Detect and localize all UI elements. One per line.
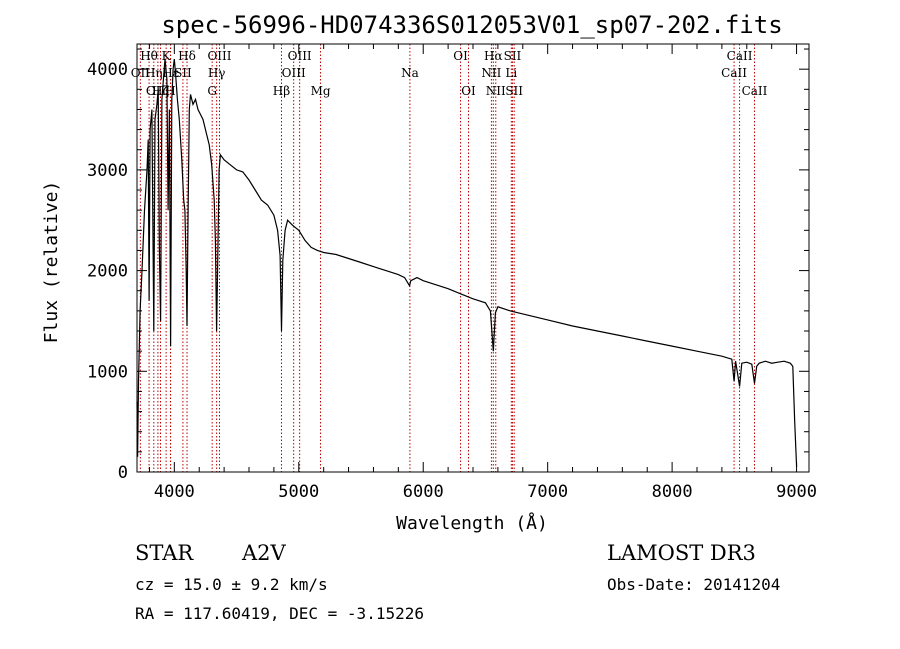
marker-label-7: SII — [504, 49, 522, 63]
marker-label-10: Hη — [145, 66, 163, 80]
marker-label-5: OI — [453, 49, 468, 63]
object-subclass: A2V — [241, 541, 287, 565]
marker-label-8: CaII — [727, 49, 753, 63]
marker-label-21: H — [165, 84, 175, 98]
plot-frame — [136, 43, 810, 473]
y-tick-label-1: 1000 — [87, 362, 128, 382]
x-axis-label: Wavelength (Å) — [396, 512, 548, 534]
x-tick-label-5: 9000 — [776, 482, 817, 502]
marker-label-25: OI — [461, 84, 476, 98]
marker-label-2: Hδ — [178, 49, 196, 63]
x-tick-label-3: 7000 — [527, 482, 568, 502]
marker-label-0: Hθ — [140, 49, 158, 63]
chart-title: spec-56996-HD074336S012053V01_sp07-202.f… — [161, 11, 782, 39]
observation-date: Obs-Date: 20141204 — [607, 575, 780, 594]
marker-label-18: CaII — [721, 66, 747, 80]
marker-label-16: NII — [481, 66, 501, 80]
coordinates: RA = 117.60419, DEC = -3.15226 — [135, 604, 424, 623]
marker-label-22: G — [207, 84, 217, 98]
marker-label-28: CaII — [742, 84, 768, 98]
marker-label-13: Hγ — [208, 66, 226, 80]
x-tick-label-2: 6000 — [403, 482, 444, 502]
y-tick-label-0: 0 — [118, 463, 128, 483]
marker-label-4: OIII — [288, 49, 312, 63]
x-tick-label-4: 8000 — [652, 482, 693, 502]
y-tick-label-3: 3000 — [87, 161, 128, 181]
marker-label-14: OIII — [282, 66, 306, 80]
marker-label-27: SII — [505, 84, 523, 98]
y-axis-label: Flux (relative) — [41, 181, 62, 344]
marker-label-17: Li — [505, 66, 517, 80]
flux-series-line — [136, 59, 798, 468]
survey-name: LAMOST DR3 — [607, 541, 756, 565]
marker-label-15: Na — [401, 66, 419, 80]
marker-label-20: Hζ — [152, 84, 169, 98]
redshift-cz: cz = 15.0 ± 9.2 km/s — [135, 575, 328, 594]
x-axis-ticks: 4000 5000 6000 7000 8000 9000 — [148, 44, 817, 502]
marker-label-6: Hα — [484, 49, 503, 63]
x-tick-label-0: 4000 — [154, 482, 195, 502]
marker-label-1: K — [162, 49, 172, 63]
marker-label-3: OIII — [207, 49, 231, 63]
y-tick-label-4: 4000 — [87, 60, 128, 80]
marker-label-24: Mg — [311, 84, 331, 98]
y-axis-ticks: 0 1000 2000 3000 4000 — [87, 48, 809, 483]
marker-label-12: SII — [174, 66, 192, 80]
y-tick-label-2: 2000 — [87, 262, 128, 282]
spectral-line-markers — [139, 44, 755, 472]
marker-label-26: NII — [486, 84, 506, 98]
marker-label-23: Hβ — [273, 84, 290, 98]
object-class: STAR — [135, 541, 194, 565]
x-tick-label-1: 5000 — [278, 482, 319, 502]
